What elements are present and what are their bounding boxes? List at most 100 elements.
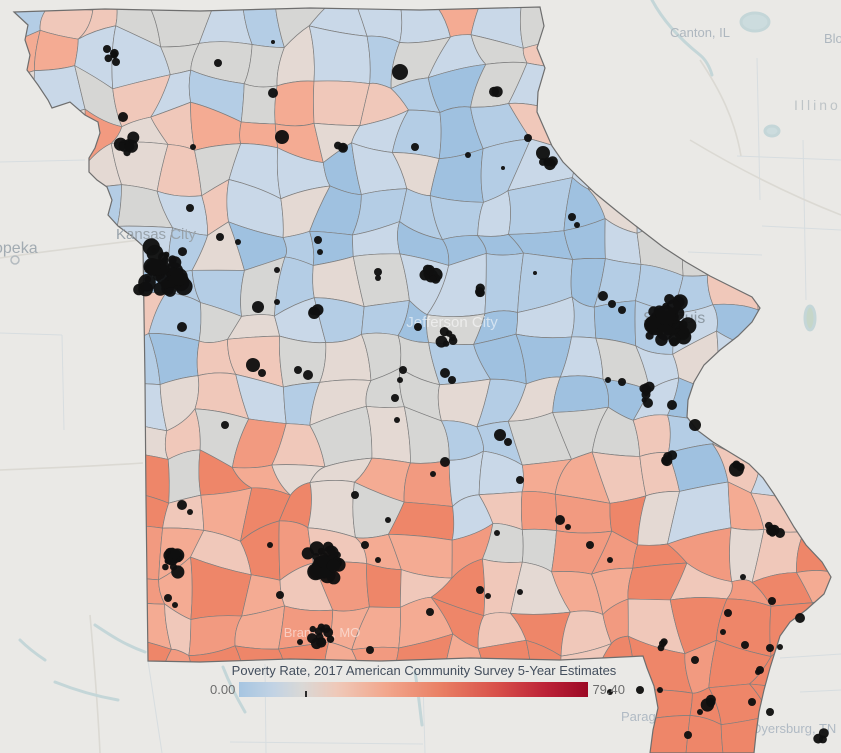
point-marker[interactable] [151,248,157,253]
point-marker[interactable] [271,40,275,44]
point-marker[interactable] [399,366,407,374]
point-marker[interactable] [162,563,169,571]
point-marker[interactable] [598,291,608,301]
point-marker[interactable] [777,644,783,650]
point-marker[interactable] [565,524,571,530]
point-marker[interactable] [524,134,532,142]
point-marker[interactable] [321,624,331,634]
point-marker[interactable] [555,515,565,525]
point-marker[interactable] [607,689,613,695]
point-marker[interactable] [430,471,436,477]
point-marker[interactable] [766,708,774,716]
point-marker[interactable] [326,635,335,643]
point-marker[interactable] [385,517,391,523]
point-marker[interactable] [536,146,550,160]
point-marker[interactable] [516,476,524,484]
zip-region[interactable] [366,563,402,608]
point-marker[interactable] [705,694,716,705]
point-marker[interactable] [504,438,512,446]
point-marker[interactable] [177,322,187,332]
point-marker[interactable] [795,613,805,623]
point-marker[interactable] [258,369,266,377]
point-marker[interactable] [411,143,419,151]
point-marker[interactable] [127,131,140,144]
point-marker[interactable] [618,306,626,314]
point-marker[interactable] [186,204,194,212]
point-marker[interactable] [661,455,671,465]
point-marker[interactable] [177,500,187,510]
point-marker[interactable] [684,731,692,739]
point-marker[interactable] [657,644,665,652]
point-marker[interactable] [656,324,673,341]
zip-region[interactable] [274,80,315,127]
point-marker[interactable] [112,58,120,66]
point-marker[interactable] [361,541,369,549]
point-marker[interactable] [297,639,303,645]
point-marker[interactable] [724,609,732,617]
point-marker[interactable] [448,376,456,384]
point-marker[interactable] [697,709,703,715]
point-marker[interactable] [494,530,500,536]
point-marker[interactable] [766,644,774,652]
point-marker[interactable] [375,557,381,563]
point-marker[interactable] [317,249,323,255]
point-marker[interactable] [679,317,697,335]
point-marker[interactable] [143,258,161,275]
point-marker[interactable] [113,137,128,151]
point-marker[interactable] [439,327,449,337]
zip-region[interactable] [403,459,453,507]
point-marker[interactable] [586,541,594,549]
point-marker[interactable] [104,54,113,63]
zip-region[interactable] [484,252,524,315]
point-marker[interactable] [394,417,400,423]
point-marker[interactable] [660,638,668,646]
point-marker[interactable] [276,591,284,599]
point-marker[interactable] [160,279,170,289]
point-marker[interactable] [664,294,675,305]
point-marker[interactable] [668,333,681,346]
point-marker[interactable] [397,377,403,383]
point-marker[interactable] [366,646,374,654]
point-marker[interactable] [171,565,185,579]
zip-region[interactable] [279,335,327,388]
point-marker[interactable] [449,334,456,341]
point-marker[interactable] [517,589,523,595]
point-marker[interactable] [720,629,726,635]
point-marker[interactable] [642,385,648,391]
point-marker[interactable] [391,394,399,402]
point-marker[interactable] [755,669,761,675]
point-marker[interactable] [544,158,556,171]
point-marker[interactable] [311,304,324,316]
point-marker[interactable] [190,144,196,150]
zip-region[interactable] [552,375,609,413]
point-marker[interactable] [440,457,450,467]
point-marker[interactable] [178,247,187,257]
point-marker[interactable] [657,687,663,693]
point-marker[interactable] [303,370,313,380]
point-marker[interactable] [442,340,450,347]
point-marker[interactable] [110,50,118,58]
zip-region[interactable] [796,570,841,604]
point-marker[interactable] [736,463,745,472]
point-marker[interactable] [216,233,224,241]
point-marker[interactable] [326,559,341,573]
point-marker[interactable] [374,268,382,276]
point-marker[interactable] [103,45,111,53]
point-marker[interactable] [636,686,644,694]
point-marker[interactable] [426,608,434,616]
point-marker[interactable] [643,398,653,408]
point-marker[interactable] [643,391,649,397]
point-marker[interactable] [775,528,785,538]
point-marker[interactable] [235,239,241,245]
point-marker[interactable] [465,152,471,158]
point-marker[interactable] [309,625,316,633]
point-marker[interactable] [307,633,318,644]
point-marker[interactable] [476,290,483,297]
point-marker[interactable] [568,213,576,221]
point-marker[interactable] [740,574,746,580]
point-marker[interactable] [318,637,326,646]
point-marker[interactable] [689,419,701,431]
point-marker[interactable] [768,597,776,605]
point-marker[interactable] [667,400,677,410]
point-marker[interactable] [574,222,580,228]
